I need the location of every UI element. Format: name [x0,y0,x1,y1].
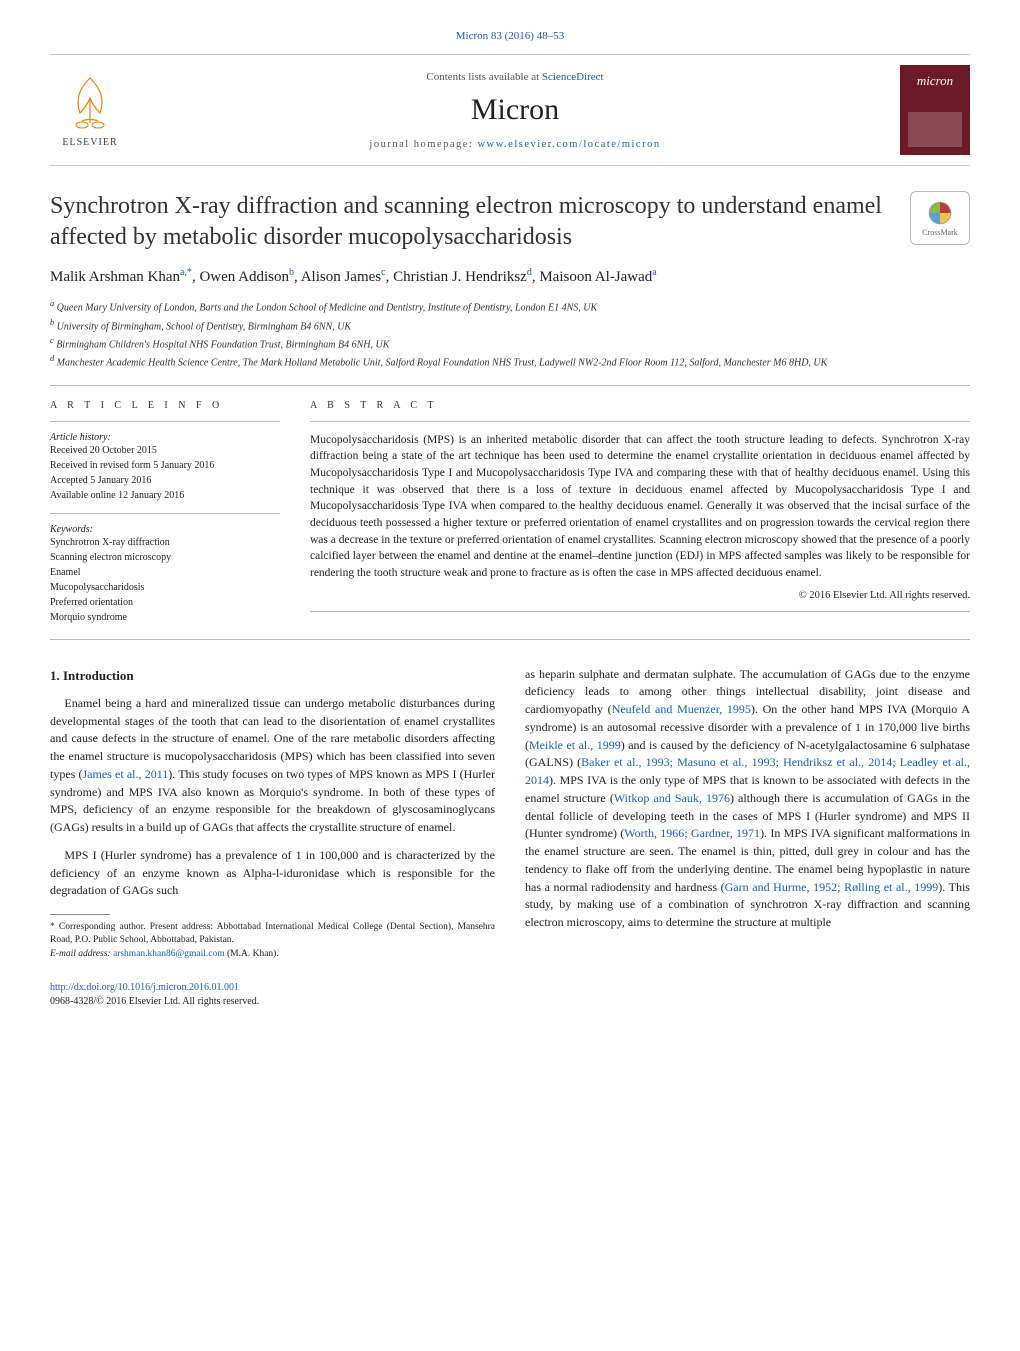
keyword: Scanning electron microscopy [50,550,280,565]
history-title: Article history: [50,432,280,443]
section-heading: 1. Introduction [50,666,495,685]
history-item: Received 20 October 2015 [50,443,280,458]
divider [50,513,280,514]
sciencedirect-link[interactable]: ScienceDirect [542,71,604,83]
contents-line: Contents lists available at ScienceDirec… [130,71,900,83]
citation-link[interactable]: Meikle et al., 1999 [529,738,621,752]
author: Alison Jamesc [301,269,386,285]
contents-prefix: Contents lists available at [426,71,541,83]
journal-cover-thumbnail: micron [900,65,970,155]
footnote-divider [50,914,110,915]
divider [310,611,970,612]
abstract-column: A B S T R A C T Mucopolysaccharidosis (M… [310,400,970,625]
author: Maisoon Al-Jawada [539,269,656,285]
affiliation: a Queen Mary University of London, Barts… [50,298,970,315]
crossmark-badge[interactable]: CrossMark [910,191,970,245]
homepage-prefix: journal homepage: [369,139,477,150]
keyword: Mucopolysaccharidosis [50,580,280,595]
body-paragraph: MPS I (Hurler syndrome) has a prevalence… [50,847,495,900]
article-info-heading: A R T I C L E I N F O [50,400,280,411]
left-column: 1. Introduction Enamel being a hard and … [50,666,495,1009]
history-item: Received in revised form 5 January 2016 [50,458,280,473]
email-footnote: E-mail address: arshman.khan86@gmail.com… [50,948,495,961]
journal-name: Micron [130,93,900,127]
keyword: Preferred orientation [50,595,280,610]
citation-link[interactable]: Worth, 1966; Gardner, 1971 [624,826,760,840]
article-info-sidebar: A R T I C L E I N F O Article history: R… [50,400,280,625]
keyword: Enamel [50,565,280,580]
crossmark-label: CrossMark [922,228,958,237]
affiliation: b University of Birmingham, School of De… [50,317,970,334]
divider [50,385,970,386]
abstract-heading: A B S T R A C T [310,400,970,411]
top-citation: Micron 83 (2016) 48–53 [50,30,970,42]
elsevier-logo: ELSEVIER [50,73,130,148]
elsevier-tree-icon [60,73,120,133]
author: Owen Addisonb [199,269,294,285]
divider [50,421,280,422]
keyword: Morquio syndrome [50,610,280,625]
author: Christian J. Hendrikszd [393,269,532,285]
journal-homepage-link[interactable]: www.elsevier.com/locate/micron [477,139,660,150]
body-two-column: 1. Introduction Enamel being a hard and … [50,666,970,1009]
issn-copyright: 0968-4328/© 2016 Elsevier Ltd. All right… [50,996,259,1007]
masthead-center: Contents lists available at ScienceDirec… [130,71,900,150]
divider [50,639,970,640]
citation-link[interactable]: Neufeld and Muenzer, 1995 [612,702,751,716]
doi-block: http://dx.doi.org/10.1016/j.micron.2016.… [50,981,495,1009]
divider [310,421,970,422]
abstract-copyright: © 2016 Elsevier Ltd. All rights reserved… [310,590,970,601]
keyword-list: Synchrotron X-ray diffraction Scanning e… [50,535,280,625]
body-paragraph: as heparin sulphate and dermatan sulphat… [525,666,970,932]
history-list: Received 20 October 2015 Received in rev… [50,443,280,503]
keyword: Synchrotron X-ray diffraction [50,535,280,550]
author-email-link[interactable]: arshman.khan86@gmail.com [113,949,225,959]
history-item: Available online 12 January 2016 [50,488,280,503]
right-column: as heparin sulphate and dermatan sulphat… [525,666,970,1009]
author-list: Malik Arshman Khana,*, Owen Addisonb, Al… [50,267,970,286]
doi-link[interactable]: http://dx.doi.org/10.1016/j.micron.2016.… [50,982,239,993]
publisher-name: ELSEVIER [50,137,130,148]
keywords-title: Keywords: [50,524,280,535]
affiliation: d Manchester Academic Health Science Cen… [50,353,970,370]
history-item: Accepted 5 January 2016 [50,473,280,488]
crossmark-icon [927,200,953,226]
corresponding-footnote: * Corresponding author. Present address:… [50,921,495,948]
author: Malik Arshman Khana,* [50,269,192,285]
abstract-text: Mucopolysaccharidosis (MPS) is an inheri… [310,432,970,582]
paper-title: Synchrotron X-ray diffraction and scanni… [50,191,890,253]
affiliation-list: a Queen Mary University of London, Barts… [50,298,970,370]
body-paragraph: Enamel being a hard and mineralized tiss… [50,695,495,837]
masthead: ELSEVIER Contents lists available at Sci… [50,54,970,166]
citation-link[interactable]: Witkop and Sauk, 1976 [614,791,730,805]
affiliation: c Birmingham Children's Hospital NHS Fou… [50,335,970,352]
citation-link[interactable]: James et al., 2011 [83,767,169,781]
citation-link[interactable]: Garn and Hurme, 1952; Rølling et al., 19… [725,880,939,894]
homepage-line: journal homepage: www.elsevier.com/locat… [130,139,900,150]
